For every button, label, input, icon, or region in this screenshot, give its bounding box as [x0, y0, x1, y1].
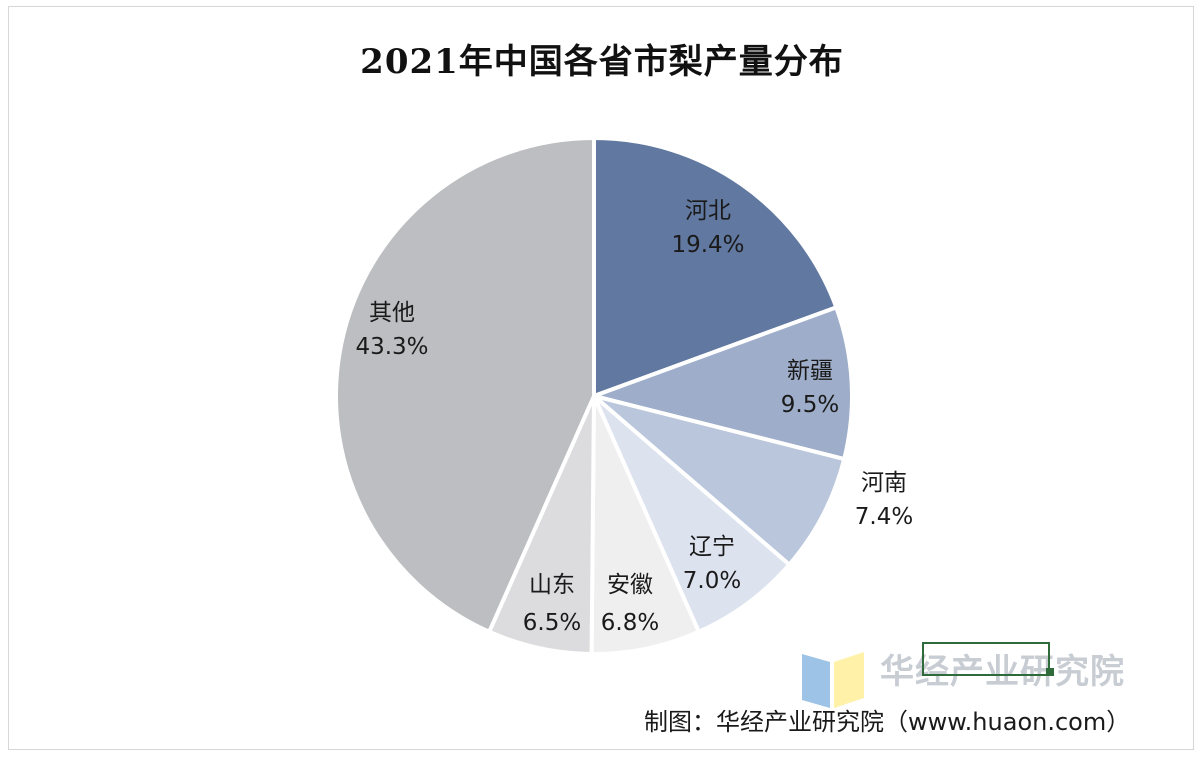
slice-value-label: 9.5%: [781, 392, 839, 418]
slice-name-label: 河南: [861, 470, 907, 496]
slice-value-label: 7.0%: [683, 568, 741, 594]
pie-slice-河南: [592, 394, 847, 567]
slice-name-label: 新疆: [787, 358, 833, 384]
watermark-text: 华经产业研究院: [880, 652, 1125, 692]
watermark-box-marker: [1046, 668, 1054, 676]
slice-name-label: 河北: [685, 198, 731, 224]
pie-slice-其他: [334, 136, 596, 634]
source-note: 制图：华经产业研究院（www.huaon.com）: [644, 708, 1131, 736]
slice-name-label: 安徽: [607, 572, 653, 598]
pie-labels: 河北 19.4% 新疆 9.5% 河南 7.4% 辽宁 7.0% 安徽 6.8% 山东 6.5% 其他 4…: [355, 198, 913, 636]
slice-name-label: 其他: [369, 300, 415, 326]
pie-slice-安徽: [589, 394, 701, 656]
slice-name-label: 山东: [529, 572, 575, 598]
watermark-logo-icon: [800, 648, 866, 708]
slice-value-label: 43.3%: [355, 334, 428, 360]
slice-value-label: 6.8%: [601, 610, 659, 636]
slice-name-label: 辽宁: [689, 534, 735, 560]
pie-slice-新疆: [592, 305, 854, 462]
pie-slice-辽宁: [592, 394, 792, 634]
slice-value-label: 6.5%: [523, 610, 581, 636]
slice-value-label: 7.4%: [855, 504, 913, 530]
pie-slice-河北: [592, 136, 839, 398]
chart-title: 2021年中国各省市梨产量分布: [360, 42, 844, 82]
pie-slices: [334, 136, 854, 656]
slice-value-label: 19.4%: [671, 232, 744, 258]
watermark-box: [922, 642, 1050, 676]
